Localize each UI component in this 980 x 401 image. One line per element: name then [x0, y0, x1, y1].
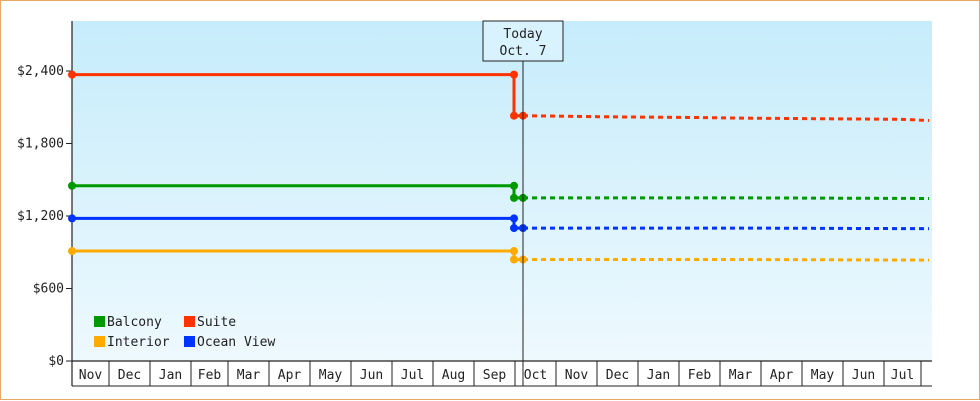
- series-interior-point: [68, 247, 76, 256]
- legend-label-balcony: Balcony: [107, 315, 162, 330]
- x-tick-label: Feb: [198, 368, 222, 383]
- x-tick-label: Feb: [688, 368, 712, 383]
- x-tick-label: Jan: [647, 368, 670, 383]
- x-tick-label: Sep: [483, 368, 507, 383]
- y-tick-label: $0: [48, 354, 64, 369]
- x-tick-label: May: [319, 368, 343, 383]
- series-interior-actual-line: [72, 249, 523, 261]
- x-tick-label: Nov: [79, 368, 103, 383]
- y-tick-label: $2,400: [17, 64, 64, 79]
- x-tick-label: Mar: [237, 368, 261, 383]
- legend-label-interior: Interior: [107, 335, 170, 350]
- series-ocean-view-forecast-line: [523, 226, 930, 231]
- x-tick-label: Jul: [401, 368, 424, 383]
- legend-swatch-interior: [94, 336, 105, 347]
- series-suite-actual-line: [72, 73, 523, 118]
- x-tick-label: Nov: [565, 368, 589, 383]
- legend-swatch-ocean-view: [184, 336, 195, 347]
- x-tick-label: Apr: [770, 368, 794, 383]
- series-suite-point: [68, 70, 76, 79]
- x-tick-label: Aug: [442, 368, 465, 383]
- x-tick-label: Mar: [729, 368, 753, 383]
- plot-area: [72, 21, 932, 361]
- y-tick-label: $1,800: [17, 137, 64, 152]
- x-tick-label: Apr: [278, 368, 302, 383]
- series-ocean-view-point: [68, 214, 76, 223]
- x-tick-label: Dec: [118, 368, 141, 383]
- series-balcony-point: [68, 181, 76, 190]
- series-interior-point: [510, 255, 518, 264]
- legend-label-ocean-view: Ocean View: [197, 335, 275, 350]
- legend-swatch-suite: [184, 316, 195, 327]
- series-balcony-actual-line: [72, 184, 523, 200]
- series-balcony-forecast-line: [523, 196, 930, 200]
- legend-label-suite: Suite: [197, 315, 236, 330]
- y-tick-label: $600: [33, 282, 64, 297]
- today-marker-box: [482, 20, 564, 62]
- today-marker-date: Oct. 7: [500, 44, 547, 59]
- legend-swatch-balcony: [94, 316, 105, 327]
- series-suite-point: [510, 111, 518, 120]
- today-marker-label: Today: [503, 27, 542, 42]
- series-balcony-point: [510, 181, 518, 190]
- x-tick-label: Jun: [360, 368, 383, 383]
- x-tick-label: May: [811, 368, 835, 383]
- x-tick-label: Jun: [852, 368, 875, 383]
- x-tick-label: Oct: [524, 368, 547, 383]
- x-tick-label: Jan: [159, 368, 182, 383]
- series-interior-point: [510, 247, 518, 256]
- series-suite-point: [510, 70, 518, 79]
- series-interior-forecast-line: [523, 258, 930, 262]
- series-ocean-view-actual-line: [72, 216, 523, 230]
- x-tick-label: Dec: [606, 368, 629, 383]
- series-ocean-view-point: [510, 224, 518, 233]
- x-tick-label: Jul: [891, 368, 914, 383]
- series-ocean-view-point: [510, 214, 518, 223]
- y-tick-label: $1,200: [17, 209, 64, 224]
- series-balcony-point: [510, 193, 518, 202]
